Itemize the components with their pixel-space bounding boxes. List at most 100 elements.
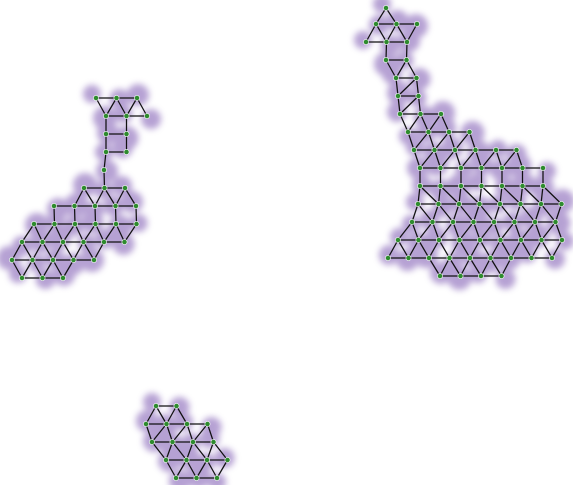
mesh-edge — [513, 203, 522, 223]
mesh-node — [519, 165, 526, 171]
mesh-node — [169, 439, 176, 445]
mesh-edge — [554, 203, 563, 223]
density-blob — [408, 68, 431, 90]
mesh-edge — [151, 441, 167, 461]
density-blob — [25, 213, 49, 237]
mesh-node — [93, 95, 99, 101]
mesh-edge — [419, 149, 436, 169]
mesh-node — [437, 273, 443, 279]
mesh-edge — [95, 97, 107, 117]
mesh-edge — [74, 223, 85, 243]
mesh-edge — [452, 203, 460, 223]
mesh-edge — [21, 259, 34, 279]
mesh-node — [395, 237, 401, 243]
density-blob — [108, 215, 132, 239]
mesh-node — [478, 165, 485, 171]
mesh-node — [472, 147, 479, 153]
mesh-edge — [458, 239, 471, 259]
mesh-edge — [478, 185, 483, 205]
density-blob — [441, 137, 463, 159]
mesh-edge — [397, 239, 410, 259]
mesh-edge — [105, 97, 118, 117]
mesh-node — [456, 237, 463, 243]
mesh-node — [163, 457, 169, 463]
mesh-node — [224, 457, 231, 463]
mesh-edge — [493, 203, 501, 223]
mesh-node — [436, 237, 442, 243]
density-blob — [387, 81, 411, 105]
mesh-edge — [433, 149, 442, 169]
mesh-edge — [175, 459, 188, 479]
density-blob — [214, 448, 235, 468]
density-blob — [109, 89, 130, 109]
mesh-edge — [405, 41, 408, 61]
mesh-edge — [395, 59, 408, 79]
mesh-edge — [480, 185, 501, 205]
density-blob — [169, 397, 190, 417]
mesh-edge — [530, 239, 543, 259]
mesh-node — [19, 275, 25, 281]
mesh-edge — [500, 257, 512, 277]
mesh-edge — [165, 441, 174, 461]
mesh-node — [123, 113, 130, 119]
mesh-node — [385, 255, 391, 261]
mesh-edge — [21, 223, 35, 243]
mesh-edge — [185, 441, 194, 461]
mesh-edge — [480, 149, 497, 169]
mesh-edge — [165, 459, 177, 479]
mesh-edge — [125, 97, 138, 117]
mesh-node — [184, 421, 190, 427]
mesh-edge — [417, 185, 421, 205]
bottom-density-cloud — [136, 393, 235, 485]
mesh-edge — [513, 221, 522, 241]
density-blob — [73, 173, 97, 197]
mesh-node — [446, 129, 452, 135]
mesh-node — [435, 201, 442, 207]
density-blob — [175, 413, 193, 431]
mesh-edge — [387, 239, 399, 259]
mesh-edge — [395, 77, 399, 97]
mesh-node — [101, 239, 107, 245]
density-blob — [550, 189, 573, 213]
mesh-edge — [385, 7, 398, 25]
mesh-edge — [479, 221, 495, 241]
upper-left-density-cloud — [0, 84, 161, 289]
mesh-edge — [375, 7, 387, 25]
mesh-node — [532, 219, 538, 225]
mesh-edge — [495, 149, 503, 169]
mesh-edge — [433, 131, 450, 151]
mesh-node — [437, 183, 444, 189]
mesh-edge — [474, 149, 483, 169]
mesh-node — [478, 183, 485, 189]
mesh-edge — [407, 113, 422, 133]
mesh-edge — [480, 257, 492, 277]
mesh-edge — [375, 23, 388, 43]
mesh-node — [121, 239, 128, 245]
mesh-edge — [195, 459, 208, 479]
mesh-node — [457, 273, 464, 279]
mesh-edge — [93, 241, 105, 261]
mesh-node — [513, 147, 520, 153]
mesh-node — [9, 257, 15, 263]
mesh-edge — [365, 23, 377, 43]
mesh-edge — [501, 185, 522, 205]
mesh-node — [404, 39, 410, 45]
mesh-edge — [405, 59, 418, 79]
density-blob — [469, 265, 487, 283]
mesh-node — [518, 237, 524, 243]
mesh-node — [210, 439, 217, 445]
mesh-edge — [439, 185, 460, 205]
mesh-node — [112, 203, 119, 209]
mesh-edge — [385, 23, 398, 43]
mesh-edge — [407, 239, 420, 259]
density-blob — [387, 102, 407, 122]
mesh-edge — [501, 149, 518, 169]
density-blob — [143, 393, 161, 411]
mesh-node — [528, 255, 535, 261]
density-blob — [507, 154, 532, 178]
mesh-edge — [411, 203, 419, 223]
mesh-node — [101, 167, 107, 173]
mesh-edge — [103, 187, 117, 207]
mesh-node — [491, 219, 497, 225]
mesh-edge — [73, 205, 76, 225]
